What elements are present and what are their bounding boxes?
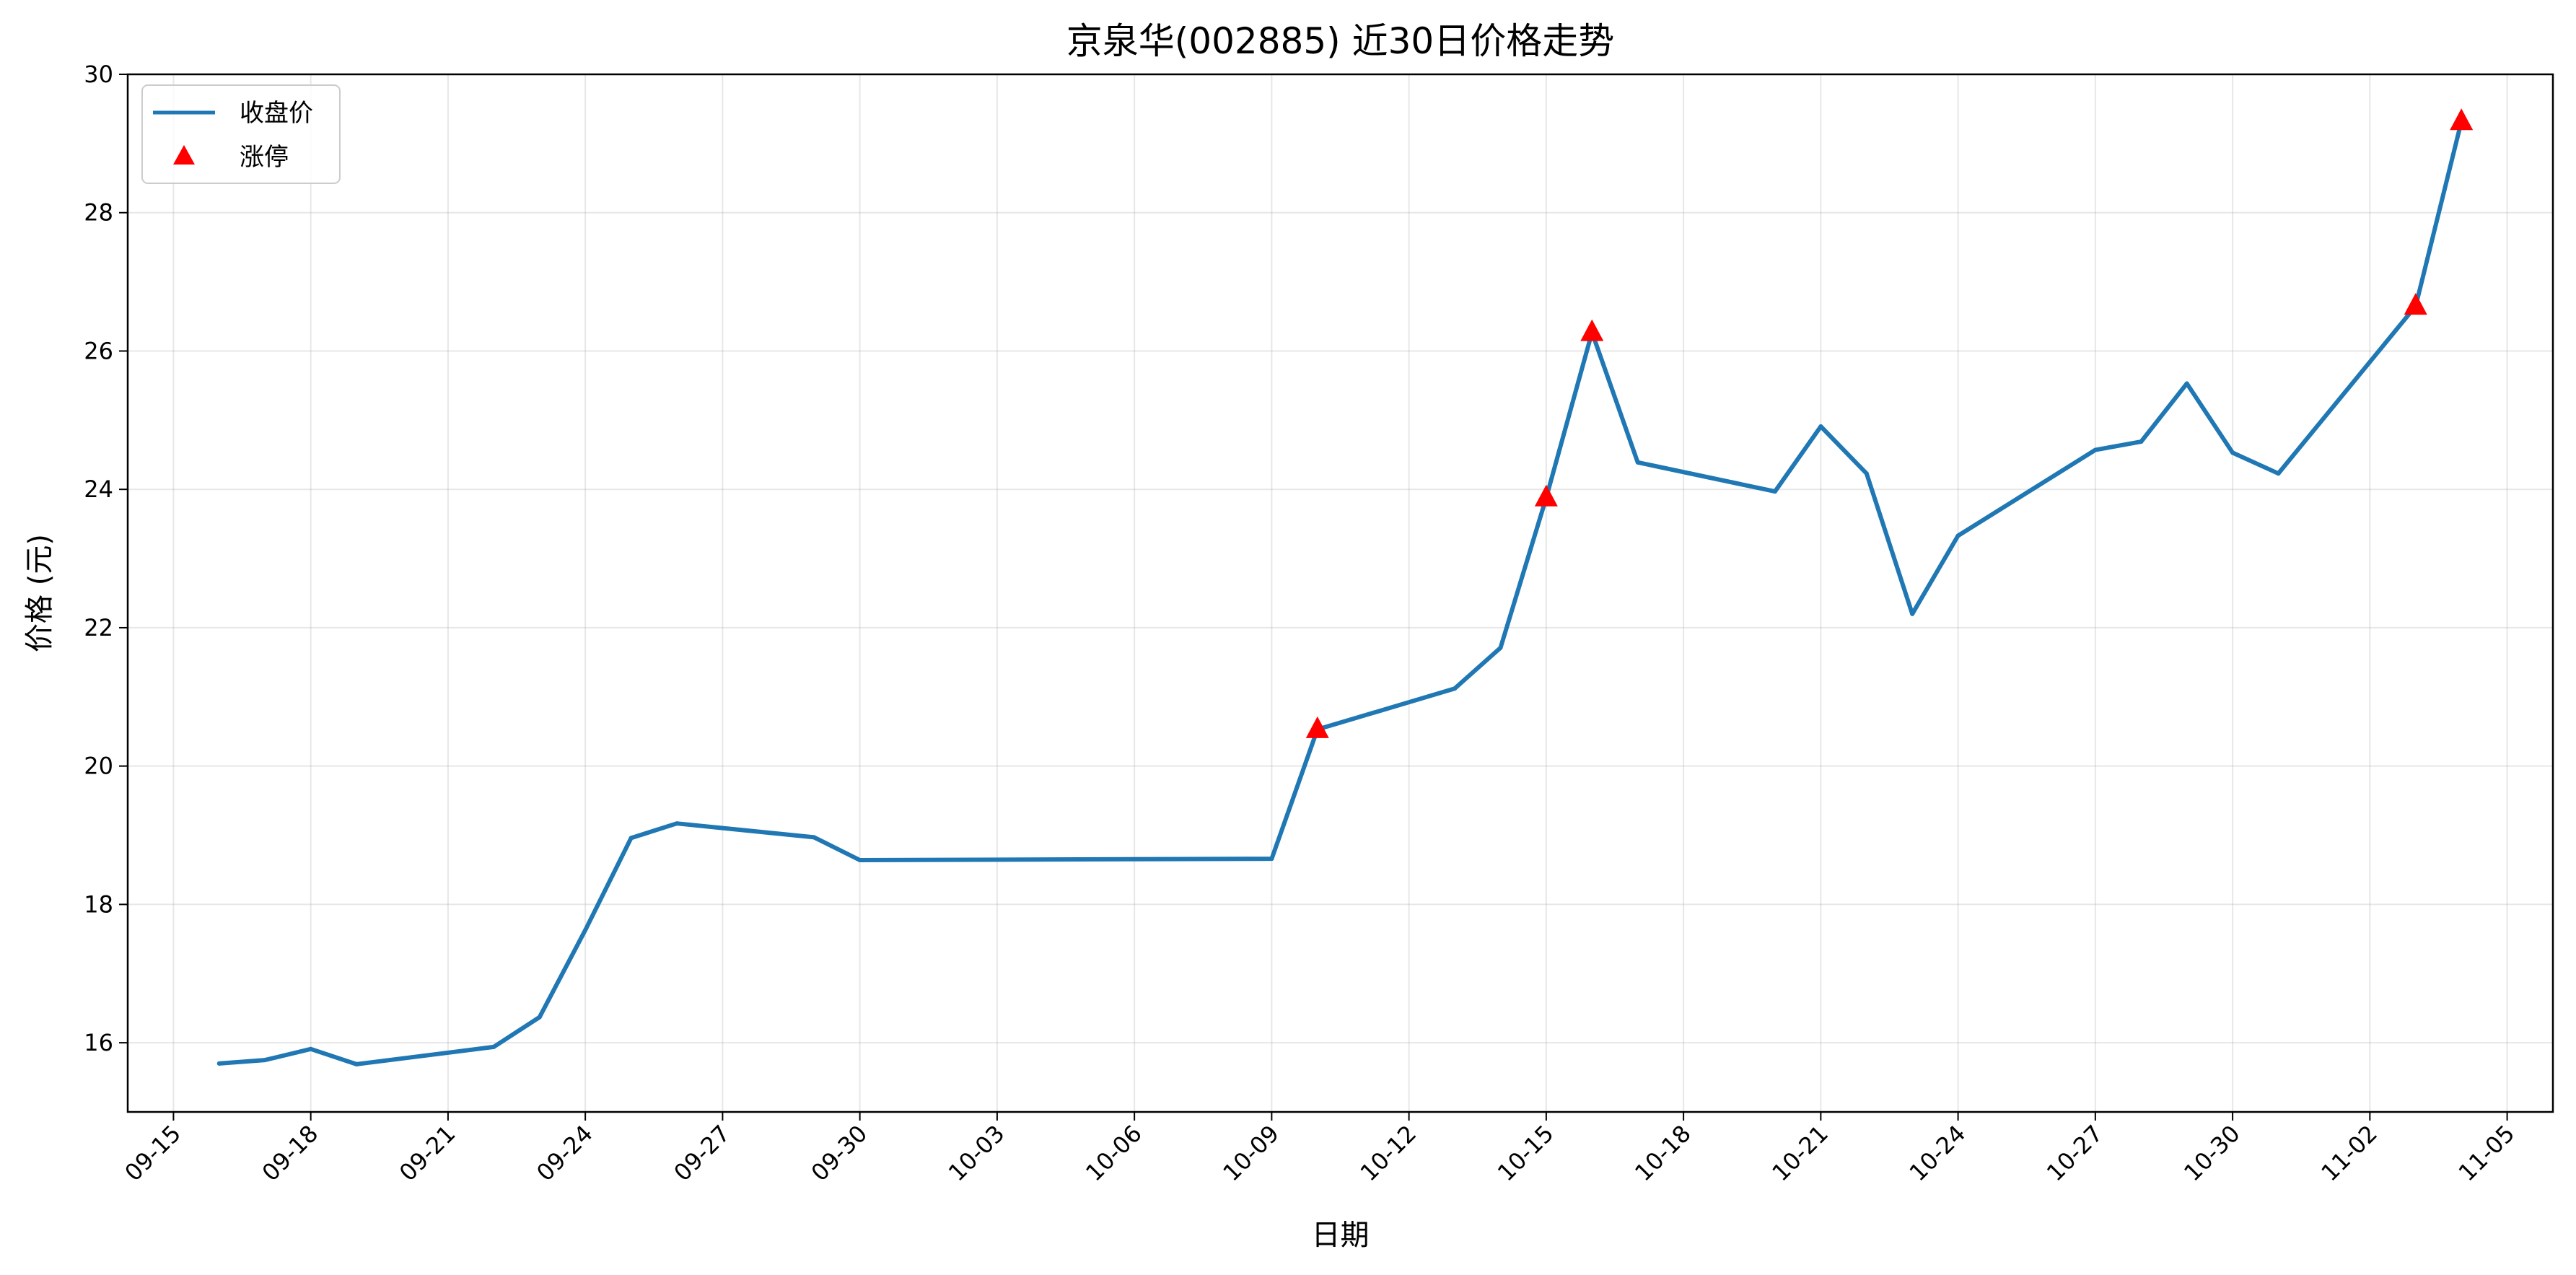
y-tick-label: 22 (84, 614, 113, 641)
y-axis-title: 价格 (元) (23, 534, 56, 652)
chart-title: 京泉华(002885) 近30日价格走势 (1066, 20, 1614, 62)
y-tick-label: 28 (84, 199, 113, 227)
plot-frame (126, 73, 2554, 1113)
y-tick-label: 26 (84, 337, 113, 364)
legend: 收盘价 涨停 (141, 84, 341, 184)
axis-ticks (119, 74, 2508, 1121)
legend-triangle-marker (173, 145, 195, 165)
limit-up-marker (1305, 716, 1329, 738)
y-tick-labels: 16 18 20 22 24 26 28 30 (84, 61, 113, 1056)
limit-up-marker (2450, 108, 2474, 131)
close-price-point (216, 1061, 222, 1066)
close-price-point (2093, 447, 2098, 452)
close-price-point (857, 858, 862, 862)
y-tick-label: 18 (84, 890, 113, 918)
close-price-point (308, 1046, 313, 1051)
close-price-point (537, 1015, 542, 1020)
close-price-point (2276, 471, 2281, 476)
close-price-point (1818, 424, 1823, 429)
close-price-point (1635, 460, 1640, 465)
limit-up-marker (1580, 319, 1604, 341)
legend-label-close: 收盘价 (240, 99, 313, 128)
series-line-close-price (216, 119, 2464, 1066)
limit-up-marker (2404, 293, 2427, 315)
grid-lines (128, 74, 2553, 1112)
close-price-point (1453, 686, 1457, 691)
legend-label-limit-up: 涨停 (240, 143, 289, 172)
close-price-point (1955, 533, 1961, 538)
close-price-point (2230, 450, 2235, 455)
close-price-point (263, 1058, 268, 1063)
close-price-point (2184, 381, 2189, 386)
close-price-point (354, 1061, 359, 1066)
close-price-point (812, 835, 817, 840)
limit-up-marker (1534, 484, 1558, 507)
y-tick-label: 30 (84, 61, 113, 88)
close-price-point (1864, 471, 1869, 476)
y-tick-label: 20 (84, 753, 113, 780)
close-price-point (1772, 489, 1777, 494)
close-price-point (1910, 611, 1915, 616)
close-price-point (583, 927, 588, 932)
close-price-point (628, 836, 634, 841)
close-price-point (1498, 645, 1503, 650)
close-price-point (1269, 856, 1274, 862)
close-price-point (675, 821, 679, 826)
series-layer (216, 108, 2474, 1066)
x-axis-title: 日期 (1312, 1219, 1370, 1252)
y-tick-label: 24 (84, 476, 113, 503)
close-price-point (491, 1044, 496, 1049)
close-price-point (2139, 439, 2144, 444)
y-tick-label: 16 (84, 1029, 113, 1056)
